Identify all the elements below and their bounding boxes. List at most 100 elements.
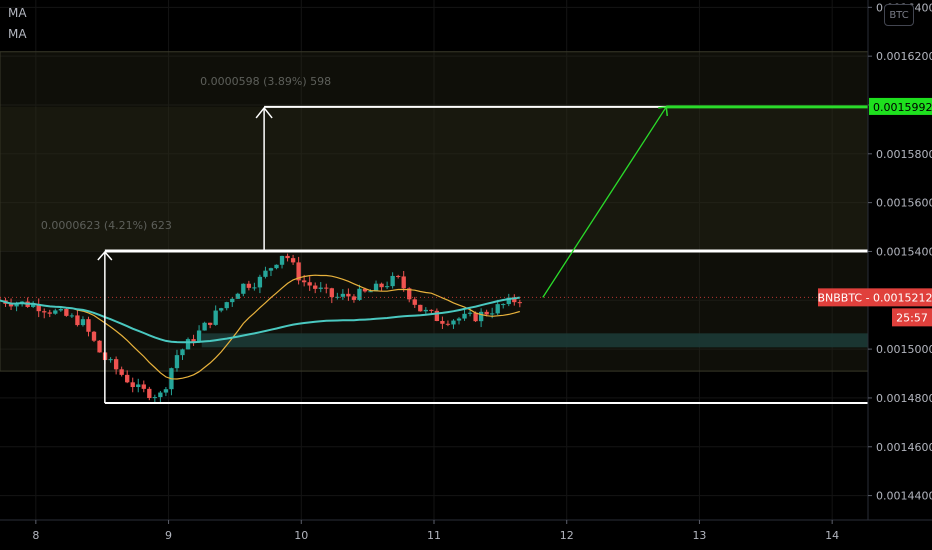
- candle-body: [213, 310, 218, 325]
- currency-button[interactable]: BTC: [884, 4, 914, 26]
- candle-body: [290, 258, 296, 263]
- measure-label-1: 0.0000623 (4.21%) 623: [41, 219, 172, 232]
- x-tick-label: 11: [427, 529, 441, 542]
- y-tick-label: 0.0015600: [876, 197, 932, 210]
- y-tick-label: 0.0015800: [876, 148, 932, 161]
- y-tick-label: 0.0015000: [876, 343, 932, 356]
- grid: [0, 0, 868, 520]
- x-tick-label: 10: [294, 529, 308, 542]
- candle-body: [196, 330, 202, 342]
- candle-body: [451, 320, 456, 325]
- candle-body: [158, 392, 163, 398]
- indicator-label-ma-slow[interactable]: MA: [8, 27, 27, 41]
- candle-body: [285, 255, 290, 259]
- y-tick-label: 0.0015400: [876, 245, 932, 258]
- candle-body: [241, 283, 246, 294]
- candle-body: [202, 322, 207, 331]
- countdown-badge: [892, 308, 932, 327]
- y-tick-label: 0.0016200: [876, 50, 932, 63]
- candle-body: [307, 282, 312, 286]
- candle-body: [180, 349, 185, 356]
- candle-body: [152, 397, 158, 399]
- candle-body: [263, 270, 268, 277]
- candle-body: [257, 276, 263, 288]
- candle-body: [351, 296, 357, 300]
- candle-body: [136, 384, 141, 388]
- candles: [0, 253, 522, 403]
- x-tick-label: 13: [692, 529, 706, 542]
- price-axis: [868, 0, 932, 550]
- candle-body: [329, 288, 334, 298]
- y-tick-label: 0.0014800: [876, 392, 932, 405]
- support-band: [201, 333, 868, 348]
- candle-body: [384, 286, 390, 288]
- candle-body: [478, 311, 484, 322]
- candle-body: [147, 388, 152, 398]
- time-axis: [0, 520, 932, 550]
- candle-body: [407, 288, 412, 300]
- indicator-label-ma-fast[interactable]: MA: [8, 6, 27, 20]
- candle-body: [484, 311, 489, 315]
- candle-body: [163, 389, 169, 393]
- target-zone: [0, 106, 868, 251]
- candle-body: [219, 308, 224, 311]
- candle-body: [130, 382, 135, 388]
- candle-body: [368, 291, 373, 293]
- candle-body: [440, 321, 445, 324]
- candle-body: [58, 309, 63, 311]
- projection-arrow: [542, 106, 667, 298]
- candle-body: [335, 296, 340, 298]
- candle-body: [456, 318, 462, 321]
- candle-body: [373, 283, 379, 292]
- candle-body: [230, 298, 235, 303]
- candle-body: [274, 264, 279, 269]
- ma-slow-line: [0, 296, 520, 344]
- candle-body: [429, 309, 434, 311]
- candle-body: [31, 304, 36, 307]
- candle-body: [473, 312, 478, 322]
- candle-body: [8, 303, 14, 307]
- candle-body: [379, 283, 384, 288]
- candle-body: [418, 304, 423, 312]
- x-tick-label: 9: [165, 529, 172, 542]
- candle-body: [53, 310, 58, 314]
- candle-body: [467, 312, 473, 314]
- projection-arrowhead: [658, 106, 669, 117]
- measure-label-2: 0.0000598 (3.89%) 598: [200, 75, 331, 88]
- candle-body: [396, 275, 401, 277]
- candle-body: [357, 288, 362, 300]
- candle-body: [390, 275, 395, 287]
- candle-body: [42, 311, 47, 313]
- candle-body: [362, 288, 368, 292]
- measure-arrowhead-2: [255, 106, 273, 119]
- candle-body: [296, 262, 301, 281]
- target-price-badge: [869, 97, 932, 115]
- candle-body: [434, 310, 440, 322]
- measure-arrowhead-1: [97, 250, 113, 261]
- target-price-label: 0.0015992: [873, 101, 932, 114]
- candle-body: [301, 280, 307, 283]
- current-price-label: BNBBTC - 0.0015212: [817, 291, 932, 304]
- candle-body: [113, 359, 119, 370]
- candle-body: [80, 319, 86, 326]
- ma-fast-line: [0, 274, 520, 380]
- y-tick-label: 0.0014400: [876, 490, 932, 503]
- candle-body: [324, 287, 329, 289]
- candle-body: [340, 293, 346, 297]
- candle-body: [401, 276, 406, 289]
- candle-body: [47, 312, 52, 314]
- y-tick-label: 0.0014600: [876, 441, 932, 454]
- x-tick-label: 8: [32, 529, 39, 542]
- candle-body: [174, 355, 180, 369]
- candle-body: [235, 293, 240, 299]
- candle-body: [191, 339, 196, 342]
- candle-body: [125, 374, 130, 383]
- current-price-badge: [818, 288, 932, 307]
- candle-body: [141, 384, 146, 389]
- candle-body: [346, 293, 351, 297]
- candle-body: [490, 313, 495, 315]
- candle-body: [501, 304, 506, 306]
- candle-body: [97, 340, 102, 353]
